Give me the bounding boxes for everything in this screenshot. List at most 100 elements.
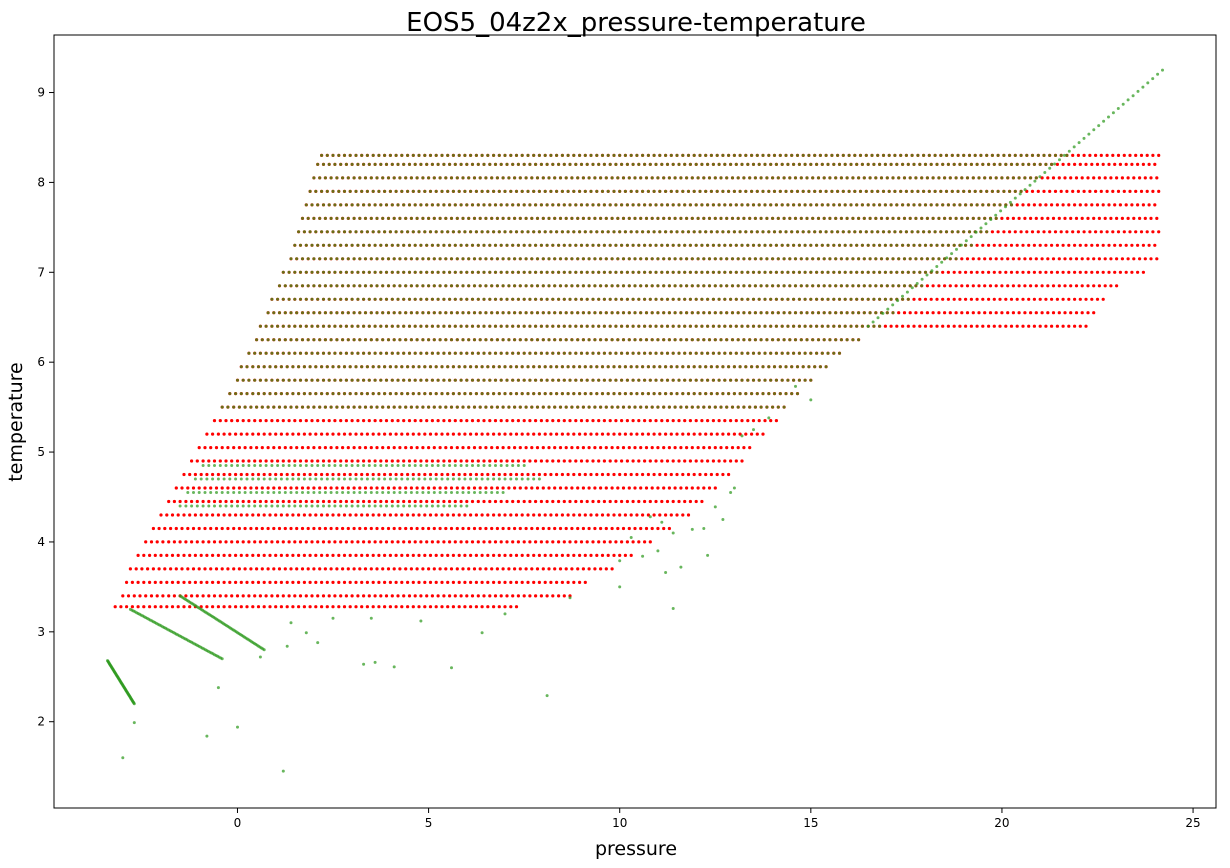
data-point [509,432,513,436]
data-point [331,513,335,517]
data-point [264,594,268,598]
data-point [570,446,574,450]
data-point [234,605,238,609]
data-point [602,324,606,328]
data-point [709,392,713,396]
data-point [960,311,964,315]
data-point [301,491,304,494]
data-point [497,580,501,585]
data-point [362,459,366,463]
data-point [295,567,299,571]
data-point [744,432,748,436]
data-point [1086,284,1090,288]
data-point [408,324,411,328]
data-point [1128,189,1132,193]
data-point [580,378,583,382]
data-point [375,338,379,342]
data-point [239,605,243,609]
data-point [404,405,408,409]
data-point [480,392,484,396]
data-point [174,486,178,490]
data-point [270,464,274,467]
data-point [998,297,1002,301]
data-point [650,446,654,450]
data-point [343,477,346,481]
data-point [430,594,434,598]
data-point [746,419,750,423]
data-point [438,567,442,571]
data-point [325,365,329,369]
data-point [446,472,450,477]
data-point [295,491,299,494]
data-point [549,553,553,558]
data-point [199,580,203,585]
data-point [428,580,433,585]
data-point [365,472,369,477]
data-point [469,392,473,396]
data-point [440,392,444,396]
data-point [293,419,297,423]
data-point [486,605,490,609]
data-point [301,338,304,342]
data-point [776,338,780,342]
data-point [755,365,759,369]
data-point [681,472,685,477]
data-point [497,432,501,436]
data-point [923,324,928,328]
data-point [383,513,387,517]
data-point [408,351,411,355]
data-point [1067,162,1071,166]
data-point [492,472,496,477]
data-point [304,351,308,355]
data-point [606,472,610,477]
data-point [501,446,505,450]
data-point [1074,176,1079,180]
data-point [539,378,543,382]
data-point [555,553,559,558]
data-point [214,526,219,531]
data-point [472,446,477,450]
data-point [988,311,993,315]
data-point [348,553,352,558]
data-point [146,567,150,571]
data-point [356,351,360,355]
data-point [604,446,608,450]
data-point [333,419,337,423]
data-point [1095,243,1100,247]
data-point [302,477,306,481]
data-point [255,446,259,450]
data-point [1105,230,1109,234]
data-point [262,477,266,481]
data-point [941,324,945,328]
data-point [797,351,801,355]
data-point [1036,230,1040,234]
data-point [365,365,369,369]
data-point [396,419,400,423]
data-point [763,378,767,382]
data-point [679,486,683,490]
data-point [499,324,503,328]
data-point [1055,324,1059,328]
data-point [157,567,161,571]
data-point [165,580,169,585]
data-point [409,567,413,571]
data-point [314,392,318,396]
data-point [1050,243,1054,247]
data-point [270,499,274,504]
data-point [1115,216,1119,220]
data-point [650,405,654,409]
data-point [1034,284,1038,288]
data-point [203,491,207,494]
data-point [322,464,325,467]
data-point [482,351,486,355]
data-point [516,499,521,504]
data-point [352,491,356,494]
data-point [448,464,452,467]
data-point [1124,203,1128,207]
data-point [1061,203,1065,207]
data-point [268,580,272,585]
data-point [587,486,591,490]
data-point [251,580,255,585]
data-point [293,459,297,463]
data-point [316,504,320,508]
